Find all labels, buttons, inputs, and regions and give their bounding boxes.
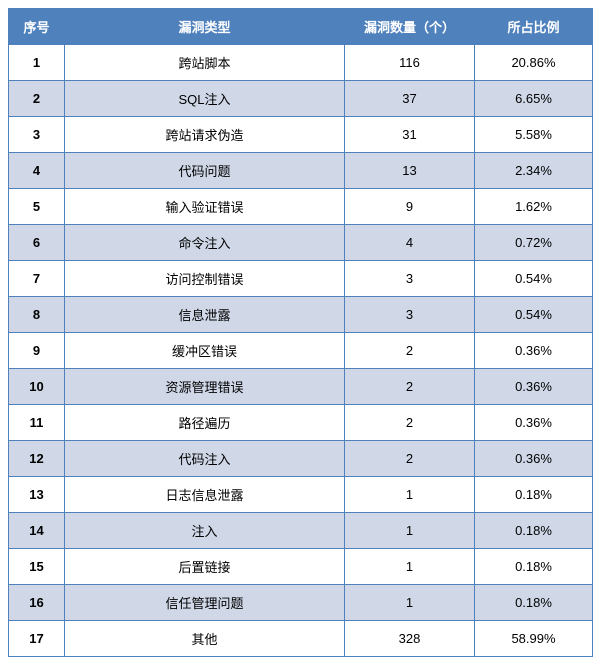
table-row: 8信息泄露30.54% [9, 297, 593, 333]
cell-count: 9 [345, 189, 475, 225]
cell-type: 信息泄露 [65, 297, 345, 333]
table-row: 2SQL注入376.65% [9, 81, 593, 117]
cell-type: 跨站脚本 [65, 45, 345, 81]
cell-seq: 7 [9, 261, 65, 297]
cell-seq: 1 [9, 45, 65, 81]
cell-count: 2 [345, 405, 475, 441]
col-header-seq: 序号 [9, 9, 65, 45]
table-row: 10资源管理错误20.36% [9, 369, 593, 405]
cell-count: 2 [345, 333, 475, 369]
cell-pct: 58.99% [475, 621, 593, 657]
cell-seq: 10 [9, 369, 65, 405]
cell-pct: 0.18% [475, 513, 593, 549]
cell-type: 注入 [65, 513, 345, 549]
table-row: 6命令注入40.72% [9, 225, 593, 261]
cell-count: 3 [345, 261, 475, 297]
cell-seq: 11 [9, 405, 65, 441]
cell-count: 4 [345, 225, 475, 261]
cell-type: 输入验证错误 [65, 189, 345, 225]
cell-seq: 8 [9, 297, 65, 333]
cell-pct: 0.18% [475, 477, 593, 513]
table-body: 1跨站脚本11620.86%2SQL注入376.65%3跨站请求伪造315.58… [9, 45, 593, 657]
table-row: 13日志信息泄露10.18% [9, 477, 593, 513]
cell-pct: 0.54% [475, 261, 593, 297]
cell-count: 328 [345, 621, 475, 657]
cell-pct: 1.62% [475, 189, 593, 225]
cell-count: 1 [345, 585, 475, 621]
cell-pct: 6.65% [475, 81, 593, 117]
cell-seq: 14 [9, 513, 65, 549]
cell-seq: 3 [9, 117, 65, 153]
table-row: 5输入验证错误91.62% [9, 189, 593, 225]
cell-seq: 12 [9, 441, 65, 477]
table-row: 11路径遍历20.36% [9, 405, 593, 441]
table-row: 14注入10.18% [9, 513, 593, 549]
col-header-pct: 所占比例 [475, 9, 593, 45]
table-row: 17其他32858.99% [9, 621, 593, 657]
cell-count: 1 [345, 549, 475, 585]
cell-type: SQL注入 [65, 81, 345, 117]
cell-seq: 4 [9, 153, 65, 189]
cell-count: 2 [345, 441, 475, 477]
cell-count: 1 [345, 513, 475, 549]
cell-seq: 16 [9, 585, 65, 621]
cell-count: 31 [345, 117, 475, 153]
table-row: 15后置链接10.18% [9, 549, 593, 585]
cell-pct: 0.18% [475, 549, 593, 585]
cell-type: 命令注入 [65, 225, 345, 261]
cell-pct: 20.86% [475, 45, 593, 81]
table-row: 16信任管理问题10.18% [9, 585, 593, 621]
cell-type: 路径遍历 [65, 405, 345, 441]
table-header-row: 序号 漏洞类型 漏洞数量（个） 所占比例 [9, 9, 593, 45]
table-row: 1跨站脚本11620.86% [9, 45, 593, 81]
cell-type: 跨站请求伪造 [65, 117, 345, 153]
cell-type: 日志信息泄露 [65, 477, 345, 513]
table-row: 7访问控制错误30.54% [9, 261, 593, 297]
cell-seq: 17 [9, 621, 65, 657]
col-header-count: 漏洞数量（个） [345, 9, 475, 45]
cell-type: 资源管理错误 [65, 369, 345, 405]
cell-pct: 0.54% [475, 297, 593, 333]
cell-pct: 5.58% [475, 117, 593, 153]
cell-seq: 6 [9, 225, 65, 261]
cell-type: 代码问题 [65, 153, 345, 189]
table-row: 3跨站请求伪造315.58% [9, 117, 593, 153]
cell-type: 后置链接 [65, 549, 345, 585]
cell-pct: 0.72% [475, 225, 593, 261]
cell-count: 3 [345, 297, 475, 333]
cell-type: 代码注入 [65, 441, 345, 477]
cell-seq: 13 [9, 477, 65, 513]
table-row: 9缓冲区错误20.36% [9, 333, 593, 369]
cell-pct: 0.36% [475, 333, 593, 369]
cell-seq: 15 [9, 549, 65, 585]
cell-pct: 0.36% [475, 369, 593, 405]
cell-pct: 0.36% [475, 441, 593, 477]
cell-type: 访问控制错误 [65, 261, 345, 297]
cell-seq: 2 [9, 81, 65, 117]
table-row: 12代码注入20.36% [9, 441, 593, 477]
vulnerability-table: 序号 漏洞类型 漏洞数量（个） 所占比例 1跨站脚本11620.86%2SQL注… [8, 8, 593, 657]
cell-type: 信任管理问题 [65, 585, 345, 621]
cell-type: 其他 [65, 621, 345, 657]
cell-count: 13 [345, 153, 475, 189]
cell-count: 37 [345, 81, 475, 117]
cell-count: 1 [345, 477, 475, 513]
cell-pct: 0.18% [475, 585, 593, 621]
cell-seq: 5 [9, 189, 65, 225]
cell-seq: 9 [9, 333, 65, 369]
cell-count: 116 [345, 45, 475, 81]
cell-count: 2 [345, 369, 475, 405]
cell-pct: 2.34% [475, 153, 593, 189]
cell-type: 缓冲区错误 [65, 333, 345, 369]
col-header-type: 漏洞类型 [65, 9, 345, 45]
table-row: 4代码问题132.34% [9, 153, 593, 189]
cell-pct: 0.36% [475, 405, 593, 441]
